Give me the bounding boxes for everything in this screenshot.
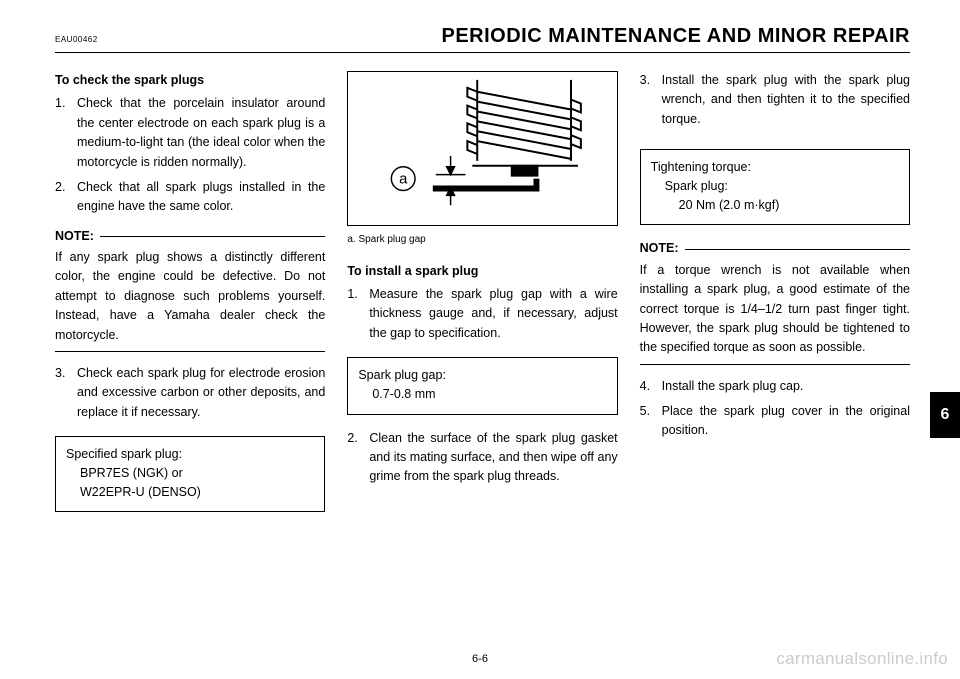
- note-rule: [685, 249, 910, 250]
- item-number: 4.: [640, 377, 662, 396]
- spec-box-gap: Spark plug gap: 0.7-0.8 mm: [347, 357, 617, 415]
- column-3: 3. Install the spark plug with the spark…: [640, 71, 910, 526]
- note-header: NOTE:: [640, 239, 910, 258]
- item-number: 2.: [347, 429, 369, 487]
- spark-plug-gap-figure: a: [347, 71, 617, 226]
- content-columns: To check the spark plugs 1. Check that t…: [55, 71, 910, 526]
- spec-line: 0.7-0.8 mm: [358, 385, 606, 404]
- item-number: 2.: [55, 178, 77, 217]
- item-number: 5.: [640, 402, 662, 441]
- divider: [55, 351, 325, 352]
- item-number: 3.: [55, 364, 77, 422]
- item-text: Check that all spark plugs installed in …: [77, 178, 325, 217]
- list-item: 3. Check each spark plug for electrode e…: [55, 364, 325, 422]
- list-item: 2. Clean the surface of the spark plug g…: [347, 429, 617, 487]
- spec-line: Spark plug:: [651, 177, 899, 196]
- note-header: NOTE:: [55, 227, 325, 246]
- col2-heading: To install a spark plug: [347, 262, 617, 281]
- spec-box-spark-plug: Specified spark plug: BPR7ES (NGK) or W2…: [55, 436, 325, 512]
- page-header: EAU00462 PERIODIC MAINTENANCE AND MINOR …: [55, 25, 910, 53]
- item-text: Clean the surface of the spark plug gask…: [369, 429, 617, 487]
- list-item: 1. Measure the spark plug gap with a wir…: [347, 285, 617, 343]
- watermark: carmanualsonline.info: [776, 649, 948, 669]
- item-text: Install the spark plug with the spark pl…: [662, 71, 910, 129]
- doc-code: EAU00462: [55, 35, 98, 44]
- item-text: Check each spark plug for electrode eros…: [77, 364, 325, 422]
- item-number: 1.: [55, 94, 77, 172]
- item-number: 3.: [640, 71, 662, 129]
- spark-plug-diagram-icon: a: [348, 72, 616, 225]
- item-text: Measure the spark plug gap with a wire t…: [369, 285, 617, 343]
- col1-heading: To check the spark plugs: [55, 71, 325, 90]
- col1-list-b: 3. Check each spark plug for electrode e…: [55, 364, 325, 422]
- note-body: If any spark plug shows a distinctly dif…: [55, 248, 325, 345]
- manual-page: EAU00462 PERIODIC MAINTENANCE AND MINOR …: [0, 0, 960, 679]
- col1-list-a: 1. Check that the porcelain insulator ar…: [55, 94, 325, 216]
- column-1: To check the spark plugs 1. Check that t…: [55, 71, 325, 526]
- col3-list-a: 3. Install the spark plug with the spark…: [640, 71, 910, 129]
- item-text: Place the spark plug cover in the origin…: [662, 402, 910, 441]
- note-body: If a torque wrench is not available when…: [640, 261, 910, 358]
- spec-line: W22EPR-U (DENSO): [66, 483, 314, 502]
- spec-title: Tightening torque:: [651, 158, 899, 177]
- divider: [640, 364, 910, 365]
- col2-list-a: 1. Measure the spark plug gap with a wir…: [347, 285, 617, 343]
- item-number: 1.: [347, 285, 369, 343]
- item-text: Install the spark plug cap.: [662, 377, 910, 396]
- list-item: 1. Check that the porcelain insulator ar…: [55, 94, 325, 172]
- list-item: 4. Install the spark plug cap.: [640, 377, 910, 396]
- list-item: 3. Install the spark plug with the spark…: [640, 71, 910, 129]
- column-2: a a. Spark plug gap To install a spark p…: [347, 71, 617, 526]
- note-label: NOTE:: [55, 227, 94, 246]
- spec-title: Specified spark plug:: [66, 445, 314, 464]
- page-title: PERIODIC MAINTENANCE AND MINOR REPAIR: [441, 25, 910, 48]
- chapter-tab: 6: [930, 392, 960, 438]
- list-item: 2. Check that all spark plugs installed …: [55, 178, 325, 217]
- note-rule: [100, 236, 325, 237]
- figure-label: a: [399, 172, 408, 188]
- note-label: NOTE:: [640, 239, 679, 258]
- figure-caption: a. Spark plug gap: [347, 232, 617, 248]
- col2-list-b: 2. Clean the surface of the spark plug g…: [347, 429, 617, 487]
- col3-list-b: 4. Install the spark plug cap. 5. Place …: [640, 377, 910, 441]
- list-item: 5. Place the spark plug cover in the ori…: [640, 402, 910, 441]
- spec-line: 20 Nm (2.0 m·kgf): [651, 196, 899, 215]
- spec-title: Spark plug gap:: [358, 366, 606, 385]
- item-text: Check that the porcelain insulator aroun…: [77, 94, 325, 172]
- spec-box-torque: Tightening torque: Spark plug: 20 Nm (2.…: [640, 149, 910, 225]
- spec-line: BPR7ES (NGK) or: [66, 464, 314, 483]
